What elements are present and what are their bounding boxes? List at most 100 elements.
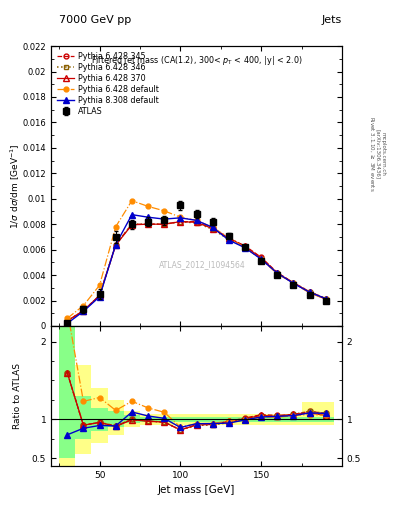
Pythia 6.428 default [65,315,70,322]
Text: [arXiv:1306.3436]: [arXiv:1306.3436] [375,129,380,179]
Text: 7000 GeV pp: 7000 GeV pp [59,14,131,25]
Pythia 6.428 default [178,214,183,220]
Pythia 6.428 default [113,224,118,230]
Pythia 6.428 370 [130,222,134,228]
Pythia 8.308 default [242,245,247,251]
Pythia 6.428 370 [307,289,312,295]
Pythia 6.428 346 [97,292,102,298]
Pythia 8.308 default [178,215,183,221]
Pythia 8.308 default [194,217,199,223]
Pythia 6.428 default [97,282,102,288]
Pythia 6.428 346 [275,270,280,276]
Pythia 6.428 370 [323,296,328,302]
Pythia 6.428 default [259,256,263,262]
Pythia 8.308 default [97,294,102,300]
Pythia 6.428 default [226,234,231,241]
Pythia 6.428 346 [291,280,296,286]
Text: Rivet 3.1.10, $\geq$ 3M events: Rivet 3.1.10, $\geq$ 3M events [367,116,375,191]
Pythia 6.428 370 [113,242,118,248]
Pythia 6.428 346 [178,219,183,225]
Text: Jets: Jets [321,14,342,25]
Pythia 8.308 default [323,295,328,302]
Text: Filtered jet mass (CA(1.2), 300< $p_{\rm T}$ < 400, |y| < 2.0): Filtered jet mass (CA(1.2), 300< $p_{\rm… [91,54,302,68]
Line: Pythia 6.428 370: Pythia 6.428 370 [64,219,329,324]
Pythia 6.428 345 [162,221,167,227]
Pythia 8.308 default [291,280,296,286]
Pythia 8.308 default [162,216,167,222]
Pythia 6.428 346 [226,237,231,243]
Legend: Pythia 6.428 345, Pythia 6.428 346, Pythia 6.428 370, Pythia 6.428 default, Pyth: Pythia 6.428 345, Pythia 6.428 346, Pyth… [55,50,160,117]
Pythia 6.428 default [81,303,86,309]
Line: Pythia 6.428 346: Pythia 6.428 346 [65,219,328,323]
Pythia 6.428 345 [130,221,134,227]
Pythia 6.428 370 [291,280,296,286]
Text: ATLAS_2012_I1094564: ATLAS_2012_I1094564 [159,260,246,269]
Y-axis label: 1/$\sigma$ d$\sigma$/dm [GeV$^{-1}$]: 1/$\sigma$ d$\sigma$/dm [GeV$^{-1}$] [9,143,22,229]
Pythia 6.428 370 [275,270,280,276]
Pythia 6.428 370 [210,226,215,232]
Pythia 8.308 default [259,256,263,262]
Pythia 6.428 default [323,296,328,302]
Pythia 6.428 345 [178,219,183,225]
Pythia 8.308 default [81,308,86,314]
Pythia 6.428 346 [113,242,118,248]
Pythia 8.308 default [113,242,118,248]
Pythia 6.428 370 [242,243,247,249]
Pythia 6.428 346 [130,221,134,227]
Pythia 6.428 346 [323,295,328,302]
Pythia 6.428 345 [194,219,199,225]
Pythia 6.428 370 [65,318,70,324]
Pythia 6.428 345 [323,295,328,302]
Pythia 6.428 370 [162,221,167,227]
Pythia 8.308 default [146,214,151,220]
Y-axis label: Ratio to ATLAS: Ratio to ATLAS [13,363,22,429]
Pythia 6.428 370 [81,308,86,314]
Pythia 6.428 346 [194,220,199,226]
Pythia 6.428 346 [146,221,151,227]
Pythia 6.428 345 [113,242,118,248]
Pythia 6.428 346 [210,226,215,232]
Pythia 6.428 370 [146,221,151,227]
Pythia 6.428 346 [81,308,86,314]
Pythia 6.428 345 [97,292,102,298]
Pythia 6.428 default [162,208,167,214]
Pythia 6.428 345 [65,318,70,324]
Pythia 6.428 346 [259,255,263,262]
Pythia 6.428 default [307,290,312,296]
Pythia 6.428 370 [178,219,183,225]
Pythia 6.428 370 [226,235,231,241]
Pythia 6.428 345 [275,269,280,275]
Pythia 6.428 346 [162,221,167,227]
Pythia 6.428 346 [242,244,247,250]
Pythia 6.428 default [291,280,296,286]
Pythia 8.308 default [275,270,280,276]
Pythia 8.308 default [65,321,70,327]
Pythia 6.428 370 [97,292,102,298]
Pythia 6.428 default [146,203,151,209]
Pythia 6.428 370 [194,219,199,225]
Pythia 6.428 default [210,224,215,230]
Pythia 6.428 345 [259,254,263,260]
Pythia 8.308 default [210,224,215,230]
Text: mcplots.cern.ch: mcplots.cern.ch [381,132,386,176]
Pythia 6.428 345 [146,221,151,227]
Pythia 6.428 345 [307,289,312,295]
Pythia 6.428 345 [81,308,86,314]
Pythia 6.428 default [275,271,280,277]
Pythia 6.428 346 [65,318,70,324]
Pythia 6.428 345 [210,225,215,231]
Pythia 6.428 default [130,198,134,204]
Pythia 6.428 default [194,217,199,223]
Pythia 6.428 345 [242,243,247,249]
Line: Pythia 6.428 default: Pythia 6.428 default [65,198,328,321]
X-axis label: Jet mass [GeV]: Jet mass [GeV] [158,485,235,495]
Pythia 6.428 default [242,245,247,251]
Pythia 6.428 345 [291,280,296,286]
Pythia 6.428 345 [226,235,231,241]
Pythia 8.308 default [307,289,312,295]
Pythia 8.308 default [226,237,231,243]
Pythia 6.428 370 [259,255,263,261]
Pythia 6.428 346 [307,289,312,295]
Line: Pythia 6.428 345: Pythia 6.428 345 [65,219,328,323]
Line: Pythia 8.308 default: Pythia 8.308 default [64,212,329,326]
